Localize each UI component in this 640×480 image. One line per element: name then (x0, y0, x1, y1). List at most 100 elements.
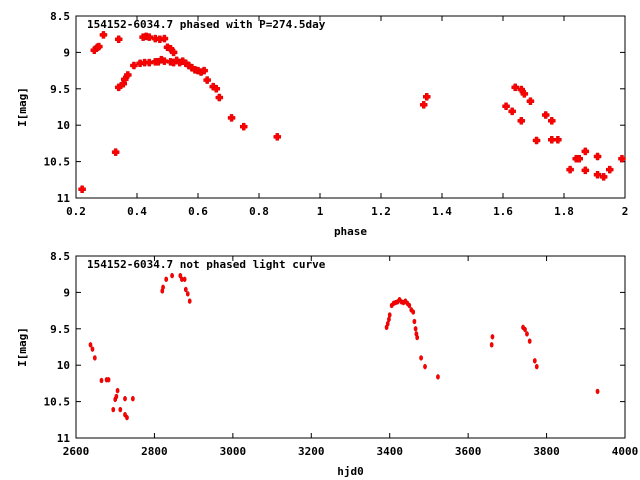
chart2-title: 154152-6034.7 not phased light curve (87, 258, 326, 271)
chart1-data-point (227, 114, 236, 122)
chart2-data-point (387, 316, 391, 322)
chart1-x-axis-label: phase (334, 225, 367, 238)
chart2-x-tick-label: 3200 (298, 445, 325, 458)
chart1-x-tick-label: 0.4 (127, 205, 147, 218)
chart2-data-point (436, 374, 440, 380)
chart1-data-point (599, 173, 608, 181)
chart2-y-tick-label: 11 (57, 432, 71, 445)
chart2-data-point (114, 393, 119, 400)
chart1-data-point (566, 165, 574, 174)
chart2-data-point (125, 414, 129, 421)
chart1-y-tick-label: 10.5 (44, 156, 71, 169)
chart1-data-point (145, 33, 153, 41)
chart2-data-point (164, 276, 169, 282)
chart2-data-point (185, 291, 190, 297)
chart2-data-point (183, 286, 188, 293)
chart1-data-point (606, 165, 614, 174)
chart1-data-point (200, 66, 208, 75)
chart2-data-point (387, 312, 392, 318)
chart2-data-point (532, 358, 537, 364)
chart2-data-point (170, 273, 174, 279)
chart2-data-point (419, 355, 423, 361)
chart1-data-point (423, 93, 431, 101)
chart1-data-point (78, 185, 86, 194)
chart2-y-tick-label: 8.5 (50, 250, 70, 263)
chart2-data-point (161, 284, 165, 290)
chart2-data-point (415, 334, 420, 341)
chart1-data-point (114, 83, 123, 92)
chart1-title: 154152-6034.7 phased with P=274.5day (87, 18, 326, 31)
chart2-data-point (99, 377, 104, 384)
chart1-x-tick-label: 1.4 (432, 205, 452, 218)
chart1-data-point (581, 166, 590, 175)
chart1-data-point (151, 34, 160, 43)
chart1-data-point (114, 35, 123, 44)
chart2-data-point (131, 396, 135, 402)
chart2-y-tick-label: 9.5 (50, 323, 70, 336)
chart1-data-point (111, 148, 120, 156)
chart2-data-point (92, 355, 97, 361)
chart1-data-point (548, 117, 556, 125)
chart1-data-point (581, 147, 590, 156)
chart2-y-axis-label: I[mag] (16, 327, 29, 367)
chart1-y-tick-label: 10 (57, 119, 70, 132)
chart2-x-tick-label: 2800 (141, 445, 168, 458)
chart1-data-point (517, 117, 526, 125)
chart2-data-point (413, 326, 418, 332)
chart1-data-point (618, 154, 626, 163)
chart1-y-tick-label: 11 (57, 192, 71, 205)
chart1-data-point (419, 101, 428, 109)
chart2-data-point (90, 346, 95, 352)
chart2-x-axis-label: hjd0 (337, 465, 364, 478)
chart1-data-point (508, 107, 516, 116)
chart2-x-tick-label: 4000 (612, 445, 639, 458)
chart2-data-point (123, 396, 127, 402)
chart2-data-point (411, 309, 416, 315)
chart1-data-point (593, 152, 602, 161)
chart1-x-tick-label: 1 (317, 205, 324, 218)
chart1-x-tick-label: 2 (622, 205, 629, 218)
chart2-y-tick-label: 9 (63, 286, 70, 299)
chart1-data-point (502, 102, 510, 111)
chart2-data-point (525, 331, 529, 337)
chart1-y-tick-label: 9.5 (50, 83, 70, 96)
chart1-x-tick-label: 0.2 (66, 205, 86, 218)
chart1-x-tick-label: 0.8 (249, 205, 269, 218)
chart1-data-point (215, 93, 224, 102)
chart2-data-point (423, 364, 427, 370)
chart2-data-point (523, 326, 527, 333)
chart1-plot-frame (75, 15, 626, 199)
chart2-data-point (106, 377, 111, 383)
chart1-x-tick-label: 1.8 (554, 205, 574, 218)
chart1-data-point (593, 170, 602, 179)
chart2-data-point (88, 342, 93, 348)
chart1-data-point (160, 34, 169, 43)
chart2-data-point (187, 298, 192, 304)
chart2-data-point (407, 302, 412, 309)
chart2-data-point (412, 318, 417, 325)
chart1-x-tick-label: 1.2 (371, 205, 391, 218)
chart2-data-point (490, 334, 495, 340)
chart1-data-point (273, 133, 282, 141)
chart1-data-point (575, 154, 583, 163)
chart2-data-point (111, 406, 116, 413)
chart1-data-point (145, 58, 153, 67)
chart1-data-point (130, 61, 138, 70)
chart1-y-tick-label: 8.5 (50, 10, 70, 23)
chart2-data-point (182, 276, 187, 282)
chart1-data-point (203, 76, 211, 84)
chart1-data-point (520, 90, 529, 98)
chart2-y-tick-label: 10.5 (44, 396, 71, 409)
chart2-y-tick-label: 10 (57, 359, 70, 372)
chart1-data-point (99, 31, 108, 39)
chart1-x-tick-label: 1.6 (493, 205, 513, 218)
chart2-x-tick-label: 3600 (455, 445, 482, 458)
chart2-x-tick-label: 2600 (63, 445, 90, 458)
chart1-data-point (526, 97, 535, 105)
chart1-data-point (212, 85, 221, 93)
chart2-data-point (527, 338, 532, 344)
chart2-plot-frame (75, 255, 626, 439)
chart2-data-point (385, 321, 390, 327)
chart1-y-tick-label: 9 (63, 46, 70, 59)
